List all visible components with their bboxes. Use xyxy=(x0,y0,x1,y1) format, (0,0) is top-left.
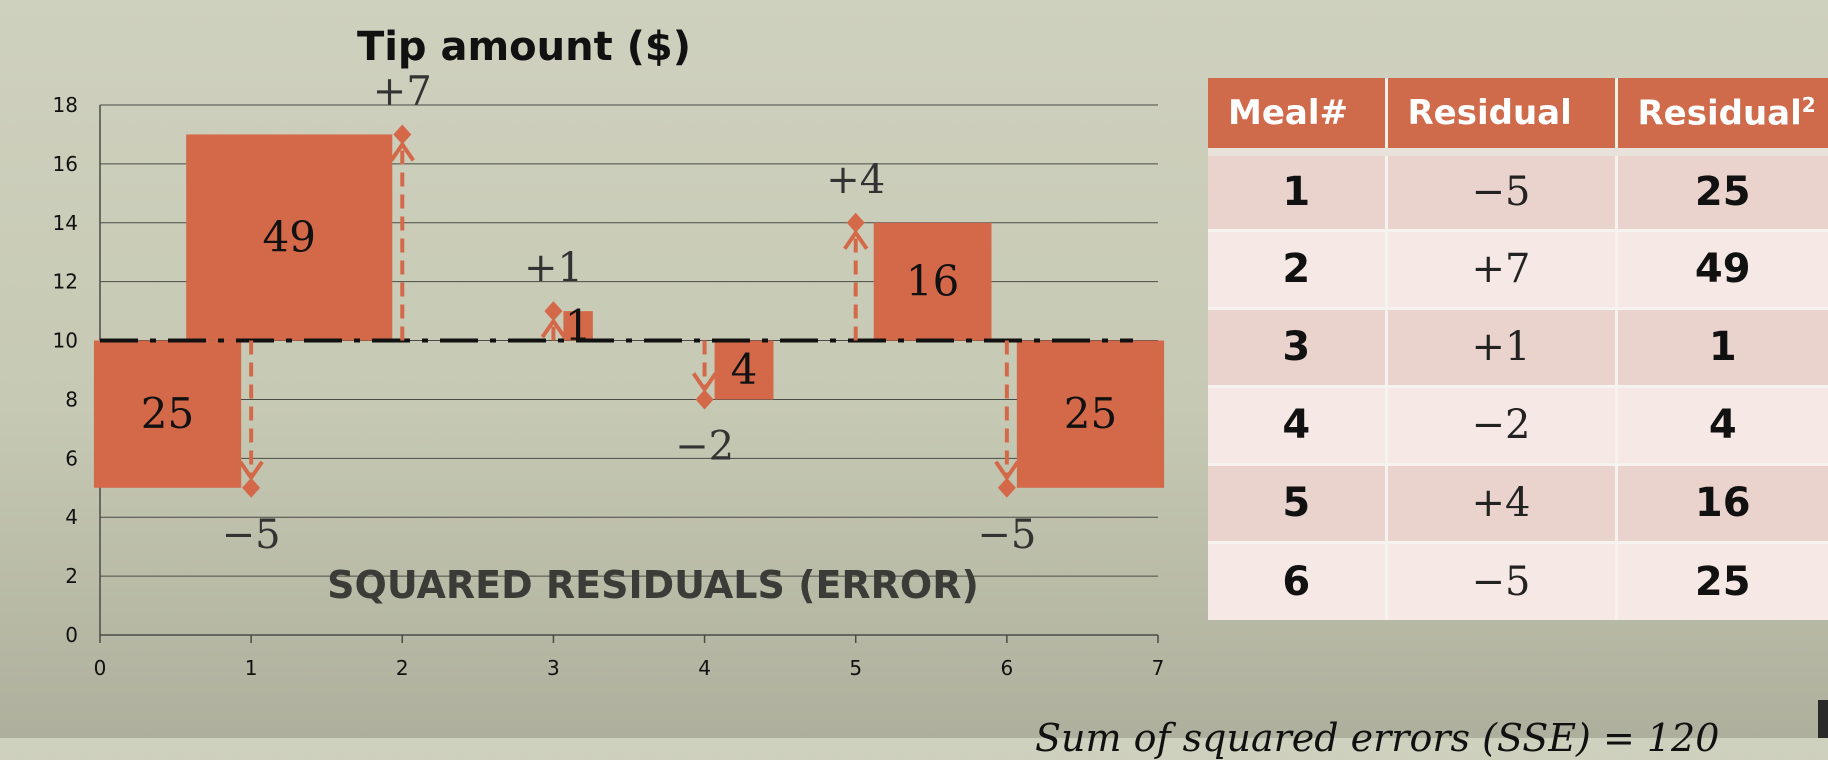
table-row: 1 −5 25 xyxy=(1208,148,1828,230)
x-tick-label: 7 xyxy=(1152,656,1165,680)
table-row: 3 +1 1 xyxy=(1208,306,1828,386)
table-row: 4 −2 4 xyxy=(1208,384,1828,464)
residual-square xyxy=(1016,340,1165,488)
chart-title: Tip amount ($) xyxy=(357,24,691,70)
residual-cell: +1 xyxy=(1386,306,1618,386)
sse-formula: Sum of squared errors (SSE) = 120 xyxy=(1035,716,1720,760)
y-tick-label: 6 xyxy=(65,446,78,470)
x-tick-label: 0 xyxy=(94,656,107,680)
x-tick-label: 1 xyxy=(245,656,258,680)
meal-cell: 1 xyxy=(1208,148,1388,230)
square-area-label: 49 xyxy=(263,213,316,262)
header-residual: Residual xyxy=(1386,78,1618,152)
square-area-label: 4 xyxy=(731,345,758,394)
y-tick-label: 14 xyxy=(53,211,78,235)
square-area-label: 25 xyxy=(141,389,194,438)
meal-cell: 2 xyxy=(1208,228,1388,308)
x-tick-label: 6 xyxy=(1000,656,1013,680)
residual-cell: −2 xyxy=(1386,384,1618,464)
table-row: 2 +7 49 xyxy=(1208,228,1828,308)
residual-label: −5 xyxy=(977,512,1036,558)
x-tick-label: 5 xyxy=(849,656,862,680)
data-point-diamond xyxy=(544,301,563,322)
data-point-diamond xyxy=(997,477,1016,498)
y-tick-label: 10 xyxy=(53,329,78,353)
edge-marker xyxy=(1818,700,1828,738)
y-tick-label: 18 xyxy=(53,93,78,117)
residual-cell: +4 xyxy=(1386,462,1618,542)
squared-cell: 4 xyxy=(1616,384,1828,464)
residual-square xyxy=(563,311,593,341)
square-area-label: 16 xyxy=(906,257,959,306)
residual-square xyxy=(93,340,242,488)
data-point-diamond xyxy=(242,477,261,498)
header-meal: Meal# xyxy=(1208,78,1388,152)
residual-cell: −5 xyxy=(1386,148,1618,230)
residual-square xyxy=(714,340,774,400)
squared-cell: 49 xyxy=(1616,228,1828,308)
squared-cell: 25 xyxy=(1616,540,1828,620)
residuals-table: Meal# Residual Residual2 1 −5 25 2 +7 49… xyxy=(1208,78,1828,620)
residual-cell: +7 xyxy=(1386,228,1618,308)
residual-chart: 0 2 4 6 8 10 12 14 16 18 0 1 2 3 4 5 6 7 Tip amount ($) 25 4… xyxy=(53,24,1165,680)
residual-cell: −5 xyxy=(1386,540,1618,620)
y-tick-label: 4 xyxy=(65,505,78,529)
chart-watermark: SQUARED RESIDUALS (ERROR) xyxy=(327,563,979,607)
header-residual-squared: Residual2 xyxy=(1616,78,1828,152)
data-point-diamond xyxy=(846,212,865,233)
table-row: 5 +4 16 xyxy=(1208,462,1828,542)
y-tick-label: 0 xyxy=(65,623,78,647)
x-tick-label: 3 xyxy=(547,656,560,680)
y-tick-label: 12 xyxy=(53,270,78,294)
square-area-label: 25 xyxy=(1064,389,1117,438)
table-row: 6 −5 25 xyxy=(1208,540,1828,620)
meal-cell: 6 xyxy=(1208,540,1388,620)
residual-label: +4 xyxy=(826,157,885,203)
data-point-diamond xyxy=(393,124,412,145)
x-tick-label: 4 xyxy=(698,656,711,680)
meal-cell: 3 xyxy=(1208,306,1388,386)
residual-label: +1 xyxy=(524,245,583,291)
residual-square xyxy=(873,222,992,341)
squared-cell: 1 xyxy=(1616,306,1828,386)
residual-label: +7 xyxy=(373,68,432,114)
residual-label: −5 xyxy=(222,512,281,558)
meal-cell: 4 xyxy=(1208,384,1388,464)
table-header-row: Meal# Residual Residual2 xyxy=(1208,78,1828,152)
residual-square xyxy=(186,134,393,341)
squared-cell: 16 xyxy=(1616,462,1828,542)
y-tick-label: 16 xyxy=(53,152,78,176)
y-tick-label: 2 xyxy=(65,564,78,588)
squared-cell: 25 xyxy=(1616,148,1828,230)
residual-label: −2 xyxy=(675,423,734,469)
meal-cell: 5 xyxy=(1208,462,1388,542)
data-point-diamond xyxy=(695,389,714,410)
y-tick-label: 8 xyxy=(65,387,78,411)
x-tick-label: 2 xyxy=(396,656,409,680)
